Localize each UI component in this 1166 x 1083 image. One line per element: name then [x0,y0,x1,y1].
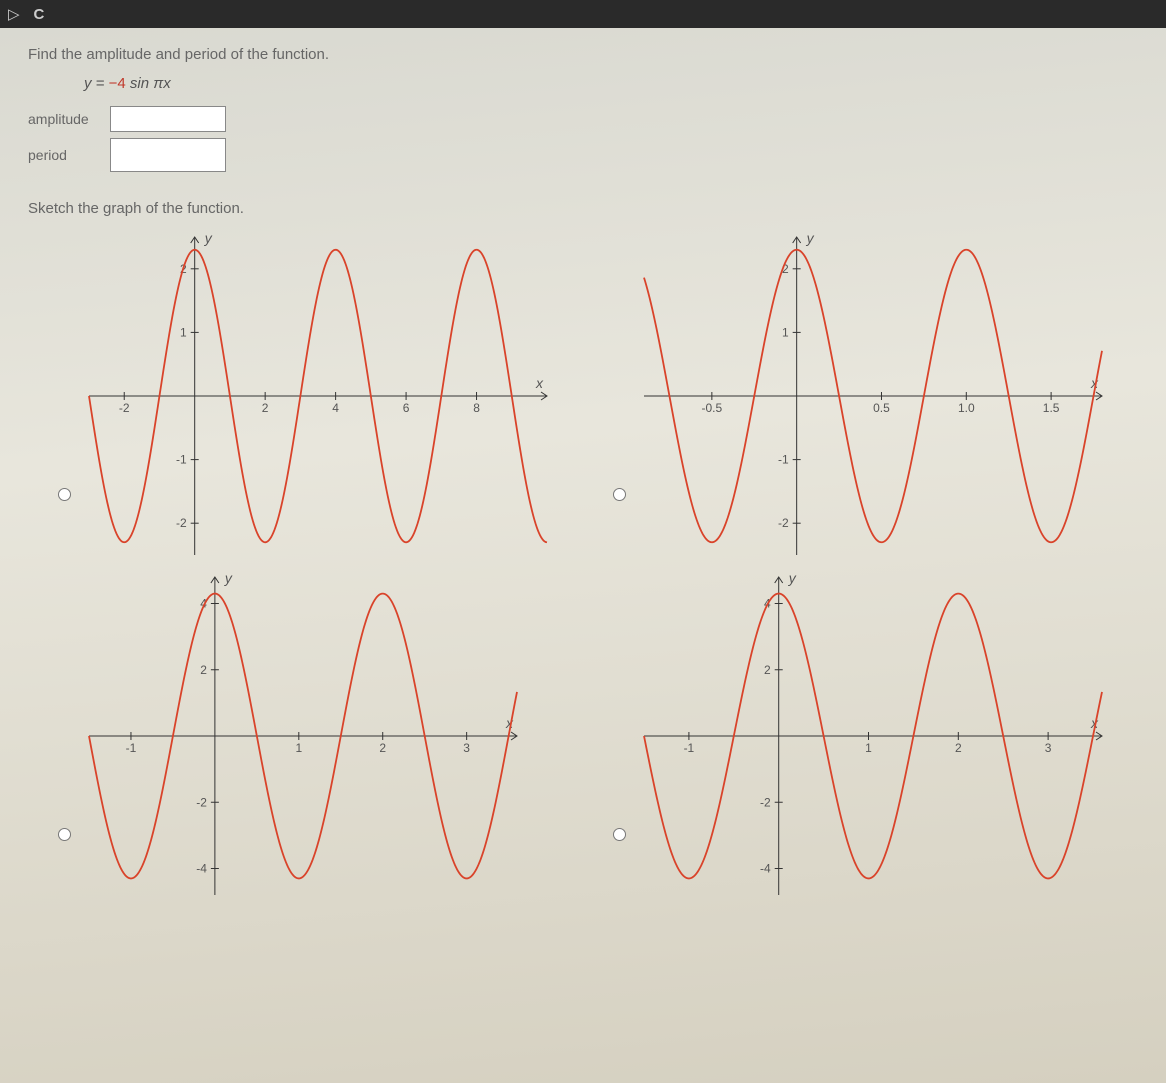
instruction-text: Find the amplitude and period of the fun… [28,46,1138,63]
svg-text:-2: -2 [196,795,207,809]
chart-option-A: -22468-2-112xy [58,231,573,561]
chart-option-D: -1123-4-224xy [613,571,1128,901]
sketch-instruction: Sketch the graph of the function. [28,200,1138,217]
svg-text:1.5: 1.5 [1043,401,1060,415]
svg-text:0.5: 0.5 [873,401,890,415]
svg-text:y: y [204,231,213,246]
svg-text:y: y [806,231,815,246]
svg-text:-2: -2 [760,795,771,809]
svg-text:1.0: 1.0 [958,401,975,415]
svg-text:1: 1 [865,741,872,755]
chart-D: -1123-4-224xy [638,571,1108,901]
svg-text:-2: -2 [119,401,130,415]
browser-toolbar: ▷ C [0,0,1166,28]
svg-text:x: x [535,375,544,391]
refresh-icon[interactable]: C [34,6,45,23]
svg-text:y: y [788,571,797,586]
radio-option-B[interactable] [613,488,626,501]
svg-text:4: 4 [200,597,207,611]
svg-text:1: 1 [180,325,187,339]
svg-text:-1: -1 [126,741,137,755]
amplitude-label: amplitude [28,111,110,127]
radio-option-A[interactable] [58,488,71,501]
chart-B: -0.50.51.01.5-2-112xy [638,231,1108,561]
svg-text:4: 4 [332,401,339,415]
eqn-rhs: sin πx [126,75,171,92]
svg-text:3: 3 [463,741,470,755]
period-input[interactable] [110,138,226,172]
svg-text:2: 2 [200,663,207,677]
chart-grid: -22468-2-112xy-0.50.51.01.5-2-112xy-1123… [28,231,1138,901]
amplitude-row: amplitude [28,106,1138,132]
svg-text:-1: -1 [176,453,187,467]
svg-text:1: 1 [782,325,789,339]
svg-text:-1: -1 [684,741,695,755]
period-label: period [28,147,110,163]
svg-text:8: 8 [473,401,480,415]
svg-text:-0.5: -0.5 [702,401,723,415]
svg-text:-2: -2 [778,516,789,530]
svg-text:y: y [224,571,233,586]
equation: y = −4 sin πx [84,75,1138,92]
svg-text:1: 1 [295,741,302,755]
svg-text:-1: -1 [778,453,789,467]
svg-text:6: 6 [403,401,410,415]
amplitude-input[interactable] [110,106,226,132]
svg-text:2: 2 [262,401,269,415]
svg-text:-4: -4 [760,862,771,876]
svg-text:2: 2 [955,741,962,755]
chart-option-C: -1123-4-224xy [58,571,573,901]
eqn-lhs: y = [84,75,109,92]
svg-text:2: 2 [764,663,771,677]
svg-text:-2: -2 [176,516,187,530]
eqn-coef: −4 [109,75,126,92]
radio-option-D[interactable] [613,828,626,841]
chart-C: -1123-4-224xy [83,571,523,901]
radio-option-C[interactable] [58,828,71,841]
chart-option-B: -0.50.51.01.5-2-112xy [613,231,1128,561]
question-content: Find the amplitude and period of the fun… [0,28,1166,919]
chart-A: -22468-2-112xy [83,231,553,561]
back-icon[interactable]: ▷ [8,5,20,23]
svg-text:-4: -4 [196,862,207,876]
svg-text:2: 2 [379,741,386,755]
period-row: period [28,138,1138,172]
svg-text:3: 3 [1045,741,1052,755]
